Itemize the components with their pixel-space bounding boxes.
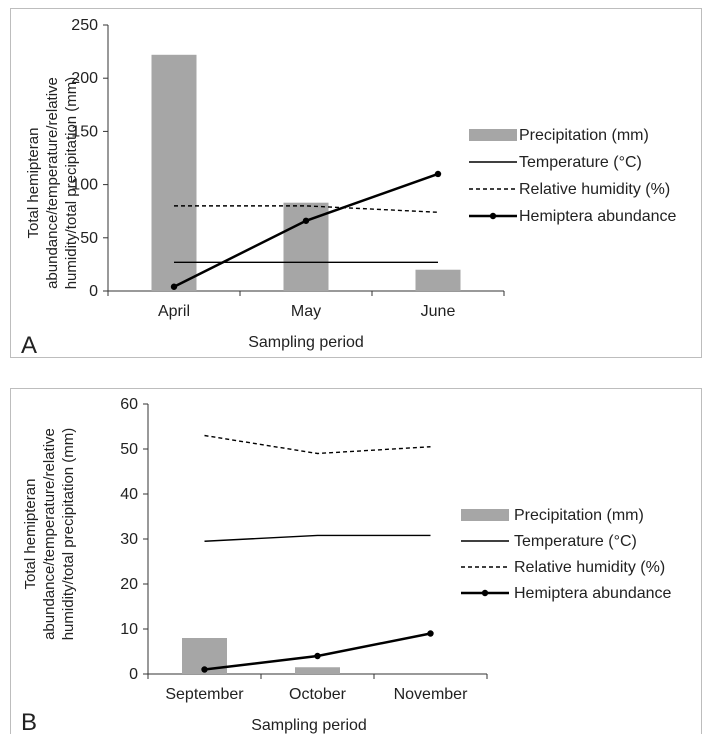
y-axis-label-line-1: Total hemipteran (25, 128, 42, 239)
series-line-hemiptera (204, 632, 431, 671)
y-tick-label: 40 (120, 486, 138, 503)
legend-label: Precipitation (mm) (519, 127, 649, 144)
legend-swatch (461, 509, 509, 521)
y-tick-label: 250 (71, 17, 98, 34)
y-tick-label: 50 (120, 441, 138, 458)
panel-label-b: B (21, 709, 37, 734)
chart-panel-b: Total hemipteran abundance/temperature/r… (10, 388, 702, 734)
data-point (302, 217, 310, 224)
legend-label: Hemiptera abundance (514, 585, 672, 602)
y-tick-label: 100 (71, 177, 98, 194)
legend-swatch (469, 129, 517, 141)
y-tick-label: 20 (120, 576, 138, 593)
axes: 0 50 100 150 200 250 April May June (71, 17, 505, 320)
y-tick-label: 150 (71, 123, 98, 140)
legend-label: Relative humidity (%) (514, 559, 665, 576)
chart-b-y-axis-label: Total hemipteran abundance/temperature/r… (22, 428, 77, 641)
legend: Precipitation (mm) Temperature (°C) Relati… (469, 127, 677, 225)
y-tick-label: 0 (89, 283, 98, 300)
legend-label: Hemiptera abundance (519, 208, 677, 225)
chart-a-x-axis-label: Sampling period (248, 334, 364, 351)
bar (295, 667, 340, 674)
data-point (170, 283, 178, 290)
y-tick-label: 0 (129, 666, 138, 683)
chart-b-x-axis-label: Sampling period (251, 717, 367, 734)
y-axis-label-line-2: abundance/temperature/relative (41, 428, 58, 640)
chart-b-svg: Total hemipteran abundance/temperature/r… (21, 396, 672, 734)
series-line-humidity (174, 205, 439, 213)
legend-label: Relative humidity (%) (519, 181, 670, 198)
y-tick-label: 30 (120, 531, 138, 548)
x-tick-label: September (165, 686, 244, 703)
x-tick-label: October (289, 686, 347, 703)
y-axis-label-line-2: abundance/temperature/relative (44, 77, 61, 289)
legend-marker (481, 589, 489, 597)
series-marks (151, 54, 461, 292)
chart-a-y-axis-label: Total hemipteran abundance/temperature/r… (25, 77, 80, 290)
y-axis-label-line-1: Total hemipteran (22, 479, 39, 590)
chart-panel-a: Total hemipteran abundance/temperature/r… (10, 8, 702, 358)
legend: Precipitation (mm) Temperature (°C) Relati… (461, 507, 672, 602)
y-tick-label: 200 (71, 70, 98, 87)
bar (415, 269, 461, 291)
data-point (201, 666, 208, 673)
y-axis-label-line-3: humidity/total precipitation (mm) (60, 428, 77, 641)
y-tick-label: 10 (120, 621, 138, 638)
series-line-temperature (204, 534, 431, 542)
data-point (427, 630, 434, 637)
panel-label-a: A (21, 332, 37, 357)
x-tick-label: November (394, 686, 468, 703)
y-tick-label: 50 (80, 230, 98, 247)
x-tick-label: May (291, 303, 321, 320)
legend-label: Temperature (°C) (514, 533, 637, 550)
legend-label: Temperature (°C) (519, 154, 642, 171)
data-point (434, 170, 442, 178)
y-axis-label-line-3: humidity/total precipitation (mm) (63, 77, 80, 290)
legend-marker (489, 212, 497, 220)
data-point (314, 652, 321, 660)
series-line-humidity (204, 434, 431, 455)
series-marks (182, 434, 434, 674)
x-tick-label: June (421, 303, 456, 320)
x-tick-label: April (158, 303, 190, 320)
bar (283, 202, 329, 291)
axes: 0 10 20 30 40 50 60 September October November (120, 396, 488, 703)
legend-label: Precipitation (mm) (514, 507, 644, 524)
bar (151, 54, 197, 292)
chart-a-svg: Total hemipteran abundance/temperature/r… (21, 17, 677, 357)
y-tick-label: 60 (120, 396, 138, 413)
